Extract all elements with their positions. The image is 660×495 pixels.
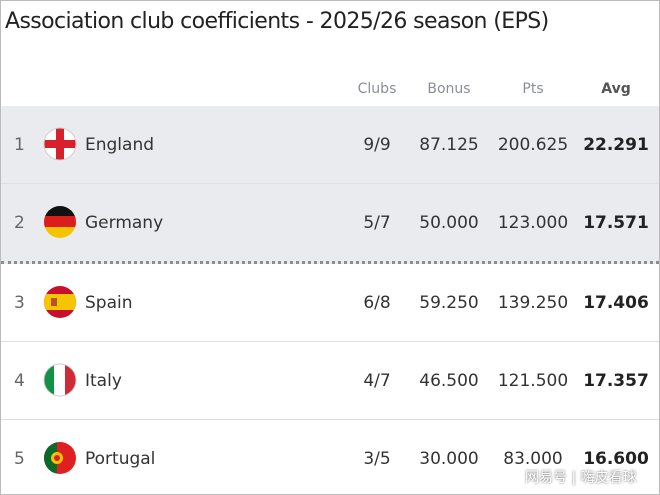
- country: Italy: [85, 370, 122, 391]
- country: Germany: [85, 212, 164, 233]
- flag: [44, 286, 76, 318]
- rank: 2: [14, 212, 25, 233]
- bonus: 30.000: [419, 448, 479, 469]
- rank: 1: [14, 134, 25, 155]
- column-header: Pts: [522, 81, 544, 97]
- bonus: 50.000: [419, 212, 479, 233]
- table-row[interactable]: 1 England 9/9 87.125 200.625 22.291: [1, 106, 659, 184]
- table-row[interactable]: 4 Italy 4/7 46.500 121.500 17.357: [1, 342, 659, 420]
- pts: 123.000: [497, 212, 569, 233]
- column-header: Bonus: [427, 81, 471, 97]
- column-header: Clubs: [357, 81, 397, 97]
- flag: [43, 363, 77, 397]
- bonus: 59.250: [419, 292, 479, 313]
- flag: [43, 127, 77, 161]
- clubs: 3/5: [363, 448, 391, 469]
- rank: 4: [14, 370, 25, 391]
- clubs: 6/8: [363, 292, 391, 313]
- pts: 139.250: [497, 292, 569, 313]
- flag: [44, 442, 76, 474]
- country: Portugal: [85, 448, 156, 469]
- rank: 5: [14, 448, 25, 469]
- pts: 121.500: [497, 370, 569, 391]
- avg: 17.571: [583, 212, 649, 233]
- clubs: 4/7: [363, 370, 391, 391]
- watermark: 网易号 | 嗨皮看球: [525, 470, 637, 486]
- avg: 22.291: [583, 134, 649, 155]
- country: England: [85, 134, 155, 155]
- avg: 17.357: [583, 370, 649, 391]
- column-header: Avg: [601, 81, 631, 97]
- avg: 16.600: [583, 448, 649, 469]
- clubs: 9/9: [363, 134, 391, 155]
- clubs: 5/7: [363, 212, 391, 233]
- country: Spain: [85, 292, 133, 313]
- bonus: 87.125: [419, 134, 479, 155]
- table-row[interactable]: 3 Spain 6/8 59.250 139.250 17.406: [1, 264, 659, 342]
- flag: [44, 206, 76, 238]
- rank: 3: [14, 292, 25, 313]
- bonus: 46.500: [419, 370, 479, 391]
- pts: 200.625: [497, 134, 569, 155]
- table-row[interactable]: 2 Germany 5/7 50.000 123.000 17.571: [1, 184, 659, 264]
- pts: 83.000: [503, 448, 563, 469]
- title: Association club coefficients - 2025/26 …: [5, 9, 549, 34]
- avg: 17.406: [583, 292, 649, 313]
- table-row[interactable]: 5 Portugal 3/5 30.000 83.000 16.600: [1, 420, 659, 494]
